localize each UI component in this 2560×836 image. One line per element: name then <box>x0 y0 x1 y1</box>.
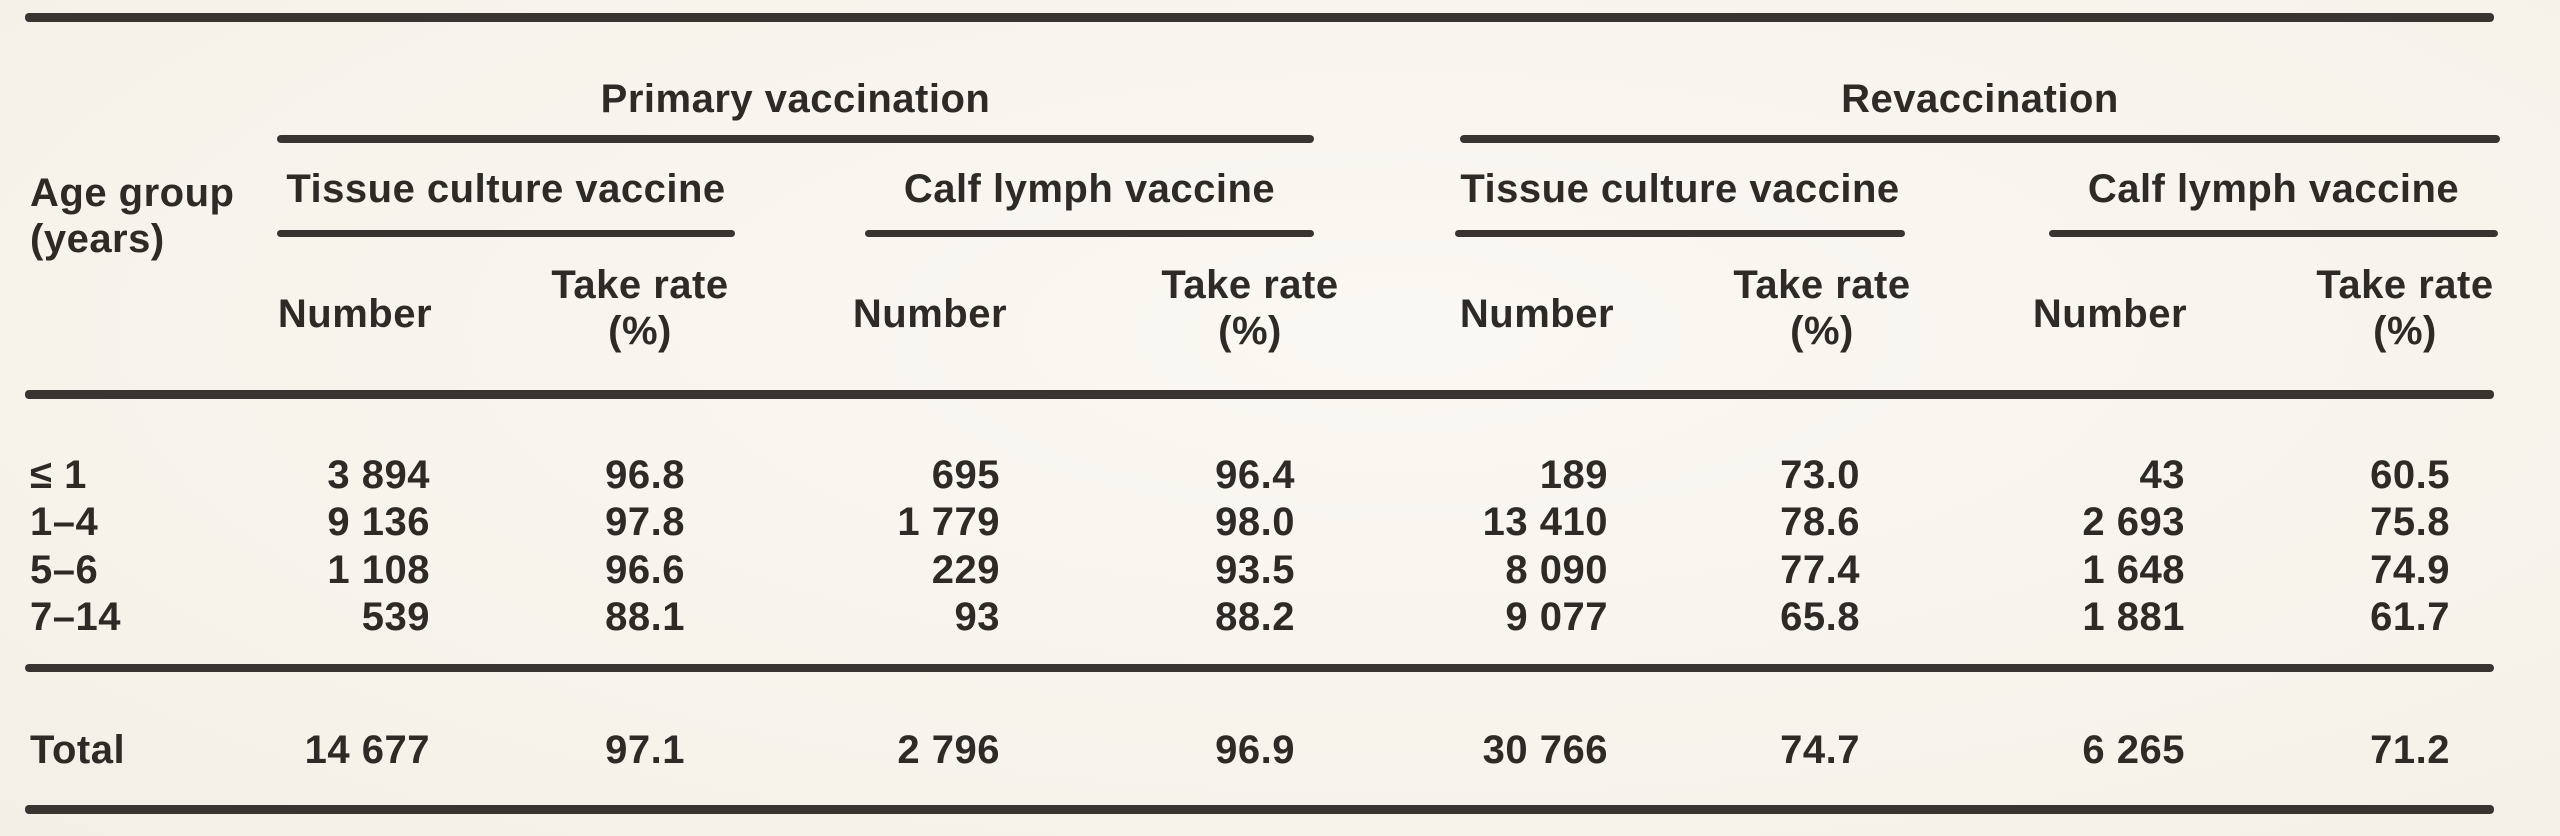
cell-revacc-tissue-take-rate: 65.8 <box>1780 595 1860 639</box>
primary-vaccination-group-rule <box>277 135 1314 143</box>
cell-primary-tissue-number: 539 <box>361 595 430 639</box>
cell-primary-tissue-number: 9 136 <box>327 500 430 544</box>
take-rate-label: Take rate <box>2316 263 2494 307</box>
row-label-le-1: ≤ 1 <box>30 453 87 497</box>
cell-revacc-calf-number: 1 881 <box>2082 595 2185 639</box>
cell-revacc-tissue-number: 8 090 <box>1505 548 1608 592</box>
total-primary-tissue-take-rate: 97.1 <box>605 728 685 772</box>
cell-revacc-calf-take-rate: 60.5 <box>2370 453 2450 497</box>
take-rate-unit: (%) <box>1790 309 1854 353</box>
cell-revacc-calf-take-rate: 74.9 <box>2370 548 2450 592</box>
column-header-number-2: Number <box>852 292 1008 336</box>
cell-primary-tissue-take-rate: 96.8 <box>605 453 685 497</box>
column-header-number-3: Number <box>1459 292 1615 336</box>
cell-primary-tissue-take-rate: 96.6 <box>605 548 685 592</box>
primary-calf-subgroup-rule <box>865 230 1314 237</box>
row-label-1-4: 1–4 <box>30 500 99 544</box>
column-header-take-rate-1: Take rate (%) <box>480 262 800 354</box>
cell-revacc-calf-take-rate: 75.8 <box>2370 500 2450 544</box>
total-primary-tissue-number: 14 677 <box>304 728 430 772</box>
cell-primary-calf-number: 229 <box>931 548 1000 592</box>
group-header-revaccination: Revaccination <box>1841 77 2119 121</box>
total-revacc-tissue-take-rate: 74.7 <box>1780 728 1860 772</box>
total-primary-calf-take-rate: 96.9 <box>1215 728 1295 772</box>
cell-primary-tissue-take-rate: 88.1 <box>605 595 685 639</box>
table-bottom-rule <box>25 805 2494 814</box>
column-header-take-rate-2: Take rate (%) <box>1090 262 1410 354</box>
row-header-age-group: Age group (years) <box>30 170 390 262</box>
header-body-separator-rule <box>25 390 2494 399</box>
cell-primary-calf-number: 93 <box>954 595 1000 639</box>
total-primary-calf-number: 2 796 <box>897 728 1000 772</box>
subgroup-header-primary-tissue-culture: Tissue culture vaccine <box>286 167 726 211</box>
take-rate-label: Take rate <box>1733 263 1911 307</box>
row-header-line2: (years) <box>30 217 165 261</box>
cell-revacc-calf-take-rate: 61.7 <box>2370 595 2450 639</box>
cell-revacc-calf-number: 2 693 <box>2082 500 2185 544</box>
cell-primary-calf-number: 695 <box>931 453 1000 497</box>
subgroup-header-revacc-calf-lymph: Calf lymph vaccine <box>2087 167 2460 211</box>
cell-primary-tissue-number: 3 894 <box>327 453 430 497</box>
cell-revacc-tissue-number: 13 410 <box>1482 500 1608 544</box>
take-rate-label: Take rate <box>1161 263 1339 307</box>
total-revacc-calf-take-rate: 71.2 <box>2370 728 2450 772</box>
total-revacc-tissue-number: 30 766 <box>1482 728 1608 772</box>
cell-revacc-tissue-take-rate: 73.0 <box>1780 453 1860 497</box>
cell-primary-calf-take-rate: 96.4 <box>1215 453 1295 497</box>
cell-primary-tissue-take-rate: 97.8 <box>605 500 685 544</box>
revacc-calf-subgroup-rule <box>2049 230 2498 237</box>
cell-revacc-tissue-take-rate: 77.4 <box>1780 548 1860 592</box>
revaccination-group-rule <box>1460 135 2500 143</box>
cell-primary-tissue-number: 1 108 <box>327 548 430 592</box>
total-revacc-calf-number: 6 265 <box>2082 728 2185 772</box>
cell-revacc-calf-number: 43 <box>2139 453 2185 497</box>
subgroup-header-revacc-tissue-culture: Tissue culture vaccine <box>1460 167 1900 211</box>
row-label-total: Total <box>30 728 126 772</box>
column-header-take-rate-4: Take rate (%) <box>2245 262 2560 354</box>
take-rate-unit: (%) <box>2373 309 2437 353</box>
take-rate-unit: (%) <box>608 309 672 353</box>
cell-revacc-tissue-number: 9 077 <box>1505 595 1608 639</box>
primary-tissue-subgroup-rule <box>277 230 735 237</box>
cell-revacc-tissue-number: 189 <box>1539 453 1608 497</box>
table-top-rule <box>25 13 2494 22</box>
column-header-number-4: Number <box>2032 292 2188 336</box>
take-rate-label: Take rate <box>551 263 729 307</box>
row-label-5-6: 5–6 <box>30 548 99 592</box>
cell-primary-calf-take-rate: 88.2 <box>1215 595 1295 639</box>
cell-primary-calf-take-rate: 98.0 <box>1215 500 1295 544</box>
cell-primary-calf-number: 1 779 <box>897 500 1000 544</box>
row-label-7-14: 7–14 <box>30 595 121 639</box>
cell-primary-calf-take-rate: 93.5 <box>1215 548 1295 592</box>
row-header-line1: Age group <box>30 171 235 215</box>
column-header-number-1: Number <box>277 292 433 336</box>
revacc-tissue-subgroup-rule <box>1455 230 1905 237</box>
column-header-take-rate-3: Take rate (%) <box>1662 262 1982 354</box>
cell-revacc-tissue-take-rate: 78.6 <box>1780 500 1860 544</box>
take-rate-unit: (%) <box>1218 309 1282 353</box>
group-header-primary-vaccination: Primary vaccination <box>600 77 991 121</box>
total-separator-rule <box>25 664 2494 672</box>
cell-revacc-calf-number: 1 648 <box>2082 548 2185 592</box>
subgroup-header-primary-calf-lymph: Calf lymph vaccine <box>903 167 1276 211</box>
